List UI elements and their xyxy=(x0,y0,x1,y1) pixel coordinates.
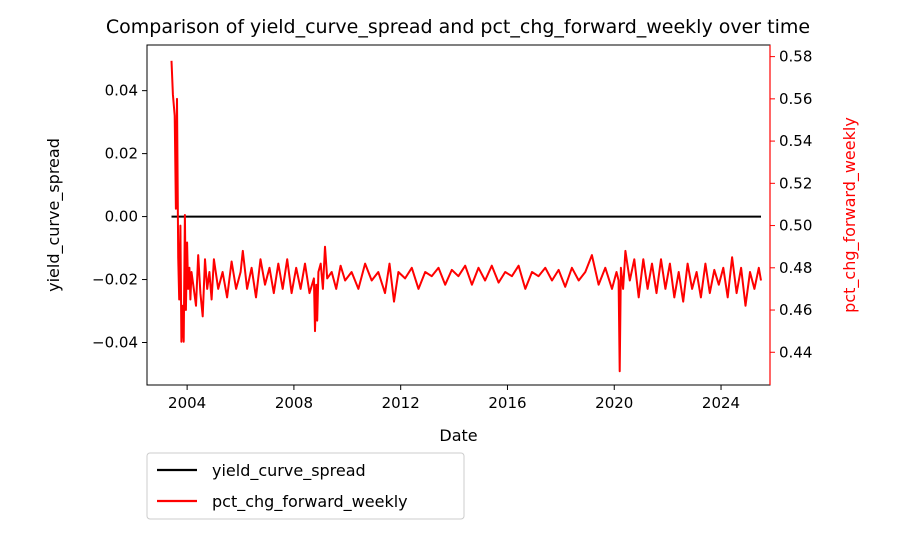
x-axis-label: Date xyxy=(439,426,477,445)
y-right-tick-label: 0.56 xyxy=(779,90,812,108)
y-right-tick-label: 0.50 xyxy=(779,217,812,235)
y-right-tick-label: 0.44 xyxy=(779,343,812,361)
y-left-tick-label: 0.04 xyxy=(105,82,138,100)
y-right-tick-label: 0.46 xyxy=(779,301,812,319)
x-axis: 2004 2008 2012 2016 2020 2024 xyxy=(168,385,740,412)
x-tick-label: 2012 xyxy=(382,394,420,412)
y-right-tick-label: 0.52 xyxy=(779,174,812,192)
chart-title: Comparison of yield_curve_spread and pct… xyxy=(106,16,810,38)
y-left-tick-label: −0.02 xyxy=(92,271,138,289)
x-tick-label: 2020 xyxy=(595,394,633,412)
y-right-tick-label: 0.54 xyxy=(779,132,812,150)
y-axis-right-label: pct_chg_forward_weekly xyxy=(840,117,860,313)
x-tick-label: 2008 xyxy=(275,394,313,412)
legend-label-yield-curve-spread: yield_curve_spread xyxy=(212,461,366,481)
y-axis-left-label: yield_curve_spread xyxy=(44,138,64,292)
x-tick-label: 2004 xyxy=(168,394,206,412)
x-tick-label: 2024 xyxy=(702,394,740,412)
legend: yield_curve_spread pct_chg_forward_weekl… xyxy=(146,452,465,520)
x-tick-label: 2016 xyxy=(488,394,526,412)
y-left-tick-label: −0.04 xyxy=(92,334,138,352)
legend-label-pct-chg-forward-weekly: pct_chg_forward_weekly xyxy=(212,492,408,512)
series-line-pct-chg-forward-weekly xyxy=(170,60,762,373)
y-right-tick-label: 0.58 xyxy=(779,48,812,66)
y-axis-right: 0.44 0.46 0.48 0.50 0.52 0.54 0.56 0.58 xyxy=(770,48,812,361)
y-right-tick-label: 0.48 xyxy=(779,259,812,277)
legend-box xyxy=(146,452,465,520)
y-left-tick-label: 0.00 xyxy=(105,208,138,226)
plot-area xyxy=(170,60,762,373)
y-axis-left: −0.04 −0.02 0.00 0.02 0.04 xyxy=(92,82,147,352)
y-left-tick-label: 0.02 xyxy=(105,145,138,163)
